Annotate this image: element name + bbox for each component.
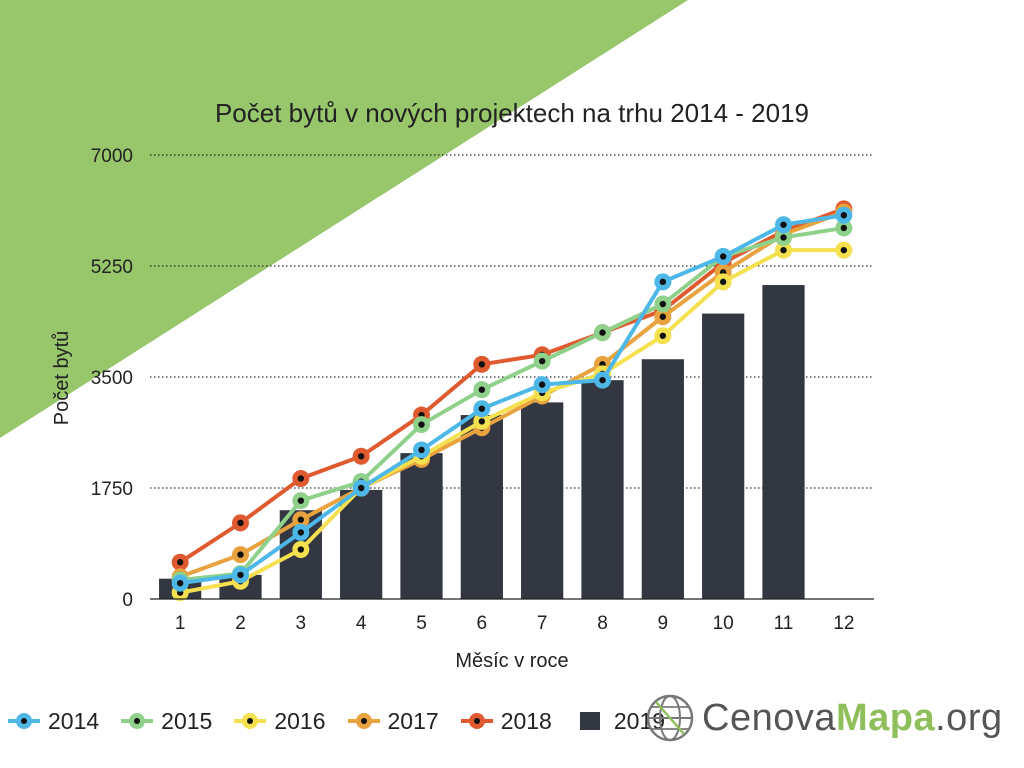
point-center-2015 <box>780 234 787 241</box>
point-center-2017 <box>237 551 244 558</box>
line-2014 <box>179 213 845 586</box>
legend-marker-2017 <box>347 713 380 729</box>
point-center-2016 <box>780 246 787 254</box>
point-center-2015 <box>840 224 848 232</box>
point-center-2014 <box>780 221 787 228</box>
point-center-2014 <box>478 405 486 412</box>
chart-title: Počet bytů v nových projektech na trhu 2… <box>215 98 809 128</box>
bar-2019 <box>641 359 684 599</box>
point-center-2018 <box>357 453 365 460</box>
x-tick-label: 12 <box>833 613 854 634</box>
x-tick-label: 2 <box>235 613 246 634</box>
point-center-2015 <box>659 300 667 308</box>
point-center-2014 <box>297 529 305 536</box>
brand-part-3: .org <box>935 696 1003 739</box>
legend-marker-2015 <box>121 713 154 729</box>
y-tick-label: 3500 <box>91 368 133 389</box>
legend-marker-2019 <box>579 712 600 730</box>
bar-2019 <box>400 453 443 599</box>
legend-item-2015: 2015 <box>121 708 212 735</box>
legend-label: 2015 <box>161 707 213 734</box>
legend-label: 2016 <box>274 707 326 734</box>
point-center-2014 <box>418 446 425 454</box>
point-center-2014 <box>357 484 365 492</box>
x-tick-label: 6 <box>477 613 488 634</box>
point-center-2018 <box>297 475 305 482</box>
point-center-2016 <box>478 418 486 425</box>
point-center-2014 <box>538 381 546 388</box>
legend-label: 2017 <box>387 707 439 734</box>
y-axis-label: Počet bytů <box>51 331 73 426</box>
x-tick-label: 3 <box>296 613 307 634</box>
line-series <box>171 200 853 602</box>
bar-2019 <box>521 402 564 599</box>
bar-2019 <box>340 489 383 599</box>
grid-lines <box>150 154 874 489</box>
point-center-2017 <box>297 516 305 523</box>
legend-marker-2014 <box>8 713 40 729</box>
x-tick-label: 11 <box>774 613 794 634</box>
point-center-2015 <box>599 329 606 336</box>
legend: 2014 2015 2016 2017 2018 2019 <box>8 703 687 739</box>
point-center-2016 <box>659 332 667 339</box>
point-center-2016 <box>297 546 305 553</box>
globe-grid-icon <box>646 694 694 742</box>
point-center-2014 <box>237 571 244 579</box>
point-center-2014 <box>659 278 667 286</box>
point-center-2015 <box>297 497 305 504</box>
point-center-2018 <box>237 519 244 527</box>
x-tick-label: 10 <box>713 613 734 634</box>
point-center-2014 <box>719 253 727 260</box>
y-tick-label: 1750 <box>91 479 133 500</box>
brand-text: CenovaMapa.org <box>702 697 1003 740</box>
bar-2019 <box>460 415 503 599</box>
legend-item-2016: 2016 <box>234 707 326 735</box>
green-triangle-decoration <box>0 0 688 438</box>
x-tick-label: 8 <box>597 613 608 634</box>
line-2017 <box>179 210 845 579</box>
point-center-2014 <box>840 212 848 219</box>
point-center-2018 <box>176 559 184 566</box>
bar-2019 <box>762 285 805 599</box>
bar-2019 <box>702 313 745 599</box>
point-center-2016 <box>719 278 727 286</box>
point-center-2015 <box>538 357 546 365</box>
x-tick-label: 9 <box>658 613 669 634</box>
point-center-2015 <box>478 386 486 393</box>
line-2016 <box>179 248 844 595</box>
legend-item-2014: 2014 <box>8 708 99 735</box>
brand-part-1: Cenova <box>702 696 836 739</box>
y-tick-label: 0 <box>122 590 133 611</box>
legend-label: 2014 <box>48 707 100 734</box>
point-center-2014 <box>176 579 184 587</box>
legend-item-2017: 2017 <box>347 707 439 735</box>
legend-marker-2018 <box>460 713 493 729</box>
x-tick-label: 4 <box>356 613 367 634</box>
y-tick-label: 7000 <box>91 146 133 167</box>
x-tick-label: 5 <box>416 613 427 634</box>
line-2018 <box>179 207 845 564</box>
x-tick-labels: 1 2 3 4 5 6 7 8 9 10 11 12 <box>175 613 855 634</box>
point-center-2015 <box>418 421 425 428</box>
x-axis-label: Měsíc v roce <box>455 650 568 672</box>
legend-label: 2018 <box>500 707 552 734</box>
legend-marker-2016 <box>234 713 267 729</box>
bar-2019 <box>581 380 624 599</box>
x-tick-label: 7 <box>537 613 548 634</box>
point-center-2017 <box>659 313 667 320</box>
point-center-2016 <box>840 246 848 254</box>
y-tick-labels: 0 1750 3500 5250 7000 <box>91 146 133 611</box>
brand-logo: CenovaMapa.org <box>644 688 1003 748</box>
x-tick-label: 1 <box>175 613 186 634</box>
legend-item-2018: 2018 <box>460 707 552 735</box>
y-tick-label: 5250 <box>91 257 133 278</box>
brand-part-2: Mapa <box>835 696 936 739</box>
point-center-2018 <box>478 361 486 368</box>
point-center-2014 <box>599 376 606 384</box>
